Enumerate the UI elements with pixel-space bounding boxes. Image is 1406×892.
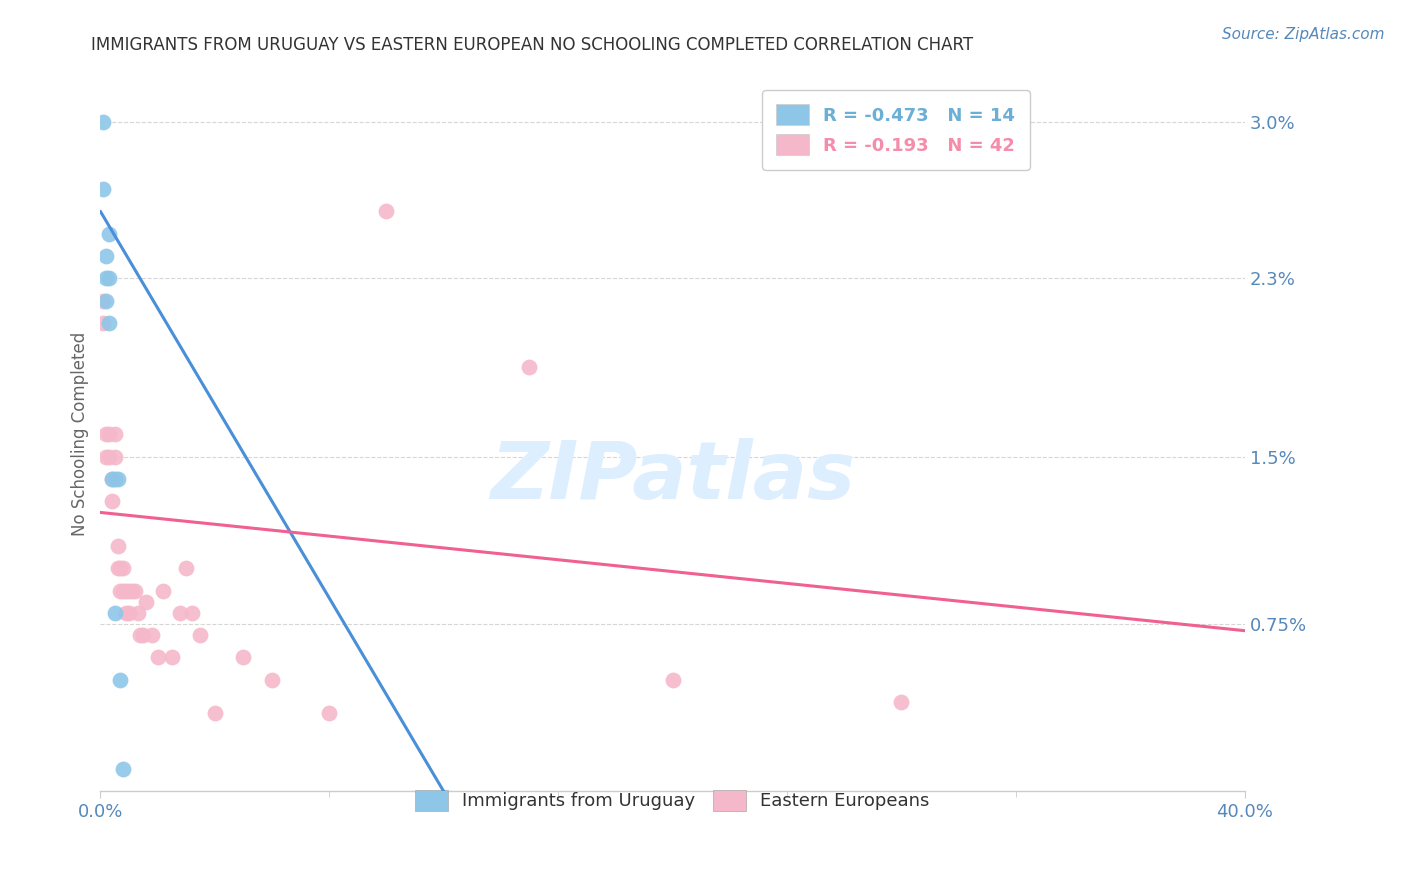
- Point: [152, 583, 174, 598]
- Point: [141, 628, 163, 642]
- Point: [94, 293, 117, 308]
- Point: [97, 427, 120, 442]
- Point: [174, 561, 197, 575]
- Point: [91, 316, 114, 330]
- Point: [97, 316, 120, 330]
- Point: [260, 673, 283, 687]
- Point: [519, 360, 541, 375]
- Point: [110, 583, 132, 598]
- Point: [204, 706, 226, 721]
- Point: [118, 583, 141, 598]
- Point: [124, 583, 146, 598]
- Point: [94, 271, 117, 285]
- Legend: Immigrants from Uruguay, Eastern Europeans: Immigrants from Uruguay, Eastern Europea…: [401, 775, 945, 825]
- Point: [115, 606, 138, 620]
- Point: [104, 427, 127, 442]
- Point: [180, 606, 202, 620]
- Text: ZIPatlas: ZIPatlas: [491, 438, 855, 516]
- Point: [104, 606, 127, 620]
- Point: [146, 650, 169, 665]
- Point: [118, 606, 141, 620]
- Point: [127, 606, 149, 620]
- Point: [94, 249, 117, 263]
- Point: [101, 494, 124, 508]
- Point: [110, 673, 132, 687]
- Point: [135, 595, 157, 609]
- Point: [169, 606, 191, 620]
- Point: [91, 293, 114, 308]
- Point: [121, 583, 143, 598]
- Point: [112, 762, 135, 776]
- Point: [101, 472, 124, 486]
- Point: [97, 271, 120, 285]
- Point: [97, 450, 120, 464]
- Text: IMMIGRANTS FROM URUGUAY VS EASTERN EUROPEAN NO SCHOOLING COMPLETED CORRELATION C: IMMIGRANTS FROM URUGUAY VS EASTERN EUROP…: [91, 36, 973, 54]
- Point: [110, 561, 132, 575]
- Point: [94, 450, 117, 464]
- Point: [890, 695, 912, 709]
- Point: [115, 583, 138, 598]
- Y-axis label: No Schooling Completed: No Schooling Completed: [72, 332, 89, 536]
- Point: [190, 628, 212, 642]
- Point: [104, 472, 127, 486]
- Point: [101, 472, 124, 486]
- Point: [129, 628, 152, 642]
- Point: [94, 427, 117, 442]
- Point: [97, 227, 120, 241]
- Point: [661, 673, 683, 687]
- Point: [107, 472, 129, 486]
- Point: [91, 115, 114, 129]
- Text: Source: ZipAtlas.com: Source: ZipAtlas.com: [1222, 27, 1385, 42]
- Point: [232, 650, 254, 665]
- Point: [107, 561, 129, 575]
- Point: [107, 539, 129, 553]
- Point: [91, 182, 114, 196]
- Point: [104, 450, 127, 464]
- Point: [160, 650, 183, 665]
- Point: [132, 628, 155, 642]
- Point: [318, 706, 340, 721]
- Point: [112, 561, 135, 575]
- Point: [112, 583, 135, 598]
- Point: [375, 204, 398, 219]
